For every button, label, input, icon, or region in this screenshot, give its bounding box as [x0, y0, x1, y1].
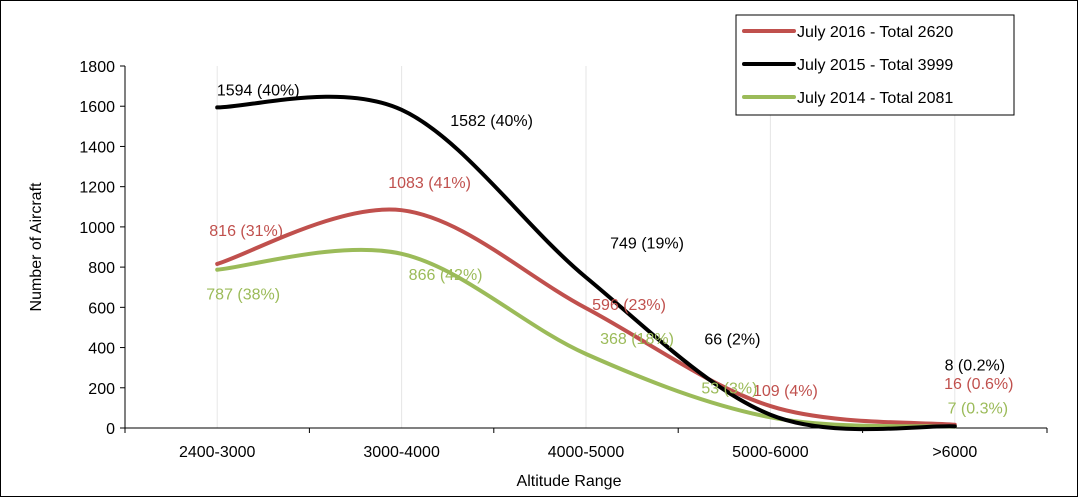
data-label: 787 (38%) — [206, 287, 280, 304]
x-tick-label: 3000-4000 — [363, 444, 440, 461]
legend-entry: July 2016 - Total 2620 — [797, 24, 953, 41]
legend: July 2016 - Total 2620 July 2015 - Total … — [735, 14, 1015, 116]
data-label: 16 (0.6%) — [944, 376, 1013, 393]
data-label: 368 (18%) — [600, 331, 674, 348]
data-label: 53 (3%) — [701, 380, 757, 397]
data-label: 596 (23%) — [592, 297, 666, 314]
data-label: 1594 (40%) — [217, 82, 300, 99]
y-tick-label: 800 — [88, 260, 115, 277]
data-label: 866 (42%) — [409, 267, 483, 284]
x-tick-label: 4000-5000 — [548, 444, 625, 461]
y-tick-label: 1800 — [79, 59, 115, 76]
y-tick-label: 600 — [88, 300, 115, 317]
data-label: 109 (4%) — [753, 383, 818, 400]
y-tick-label: 1000 — [79, 220, 115, 237]
series-line-2 — [215, 247, 957, 429]
y-tick-label: 1200 — [79, 180, 115, 197]
y-axis-title: Number of Aircraft — [28, 182, 45, 311]
y-tick-label: 1600 — [79, 99, 115, 116]
data-labels: 816 (31%) 1083 (41%) 596 (23%) 109 (4%) 16 (… — [206, 82, 1013, 417]
x-tick-label: >6000 — [932, 444, 977, 461]
data-label: 1083 (41%) — [388, 175, 471, 192]
series-lines — [215, 94, 957, 432]
data-label: 816 (31%) — [209, 223, 283, 240]
y-tick-label: 0 — [106, 421, 115, 438]
data-label: 7 (0.3%) — [948, 401, 1008, 418]
x-tick-label: 2400-3000 — [179, 444, 256, 461]
series-line-0 — [215, 207, 957, 427]
data-label: 749 (19%) — [610, 235, 684, 252]
data-label: 66 (2%) — [704, 332, 760, 349]
series-line-1 — [215, 94, 957, 432]
data-label: 8 (0.2%) — [945, 357, 1005, 374]
legend-entry: July 2015 - Total 3999 — [797, 57, 953, 74]
gridlines — [216, 66, 956, 428]
y-tick-label: 200 — [88, 381, 115, 398]
x-axis-title: Altitude Range — [517, 473, 622, 490]
y-tick-label: 400 — [88, 341, 115, 358]
x-tick-label: 5000-6000 — [732, 444, 809, 461]
y-tick-label: 1400 — [79, 139, 115, 156]
data-label: 1582 (40%) — [450, 113, 533, 130]
legend-entry: July 2014 - Total 2081 — [797, 90, 953, 107]
